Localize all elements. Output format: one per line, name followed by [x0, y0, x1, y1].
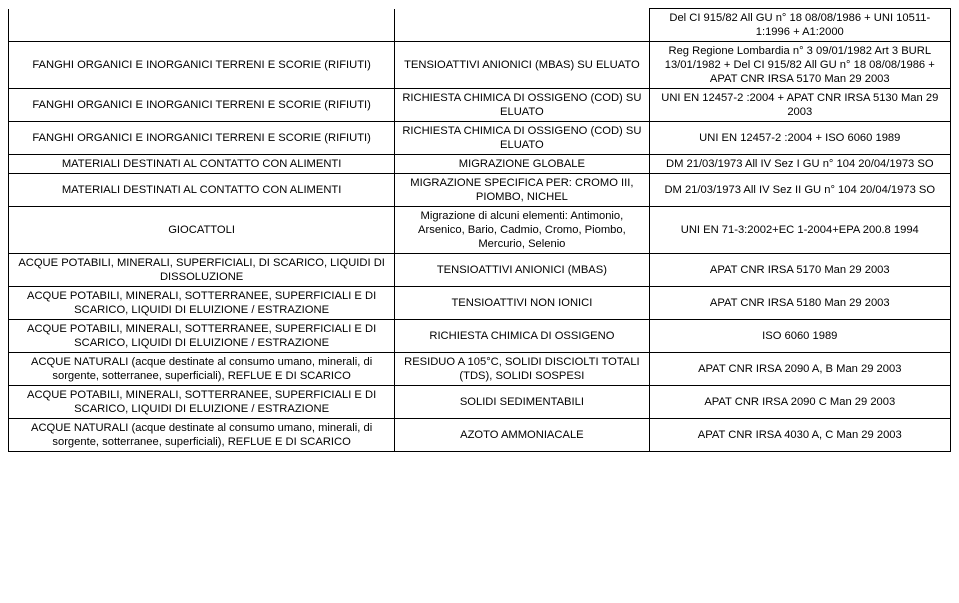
- cell: UNI EN 12457-2 :2004 + ISO 6060 1989: [649, 122, 950, 155]
- cell: FANGHI ORGANICI E INORGANICI TERRENI E S…: [9, 42, 395, 89]
- cell: Reg Regione Lombardia n° 3 09/01/1982 Ar…: [649, 42, 950, 89]
- cell: RICHIESTA CHIMICA DI OSSIGENO (COD) SU E…: [395, 89, 649, 122]
- cell: ACQUE POTABILI, MINERALI, SUPERFICIALI, …: [9, 254, 395, 287]
- cell: Del CI 915/82 All GU n° 18 08/08/1986 + …: [649, 9, 950, 42]
- table-row: ACQUE POTABILI, MINERALI, SOTTERRANEE, S…: [9, 287, 951, 320]
- table-row: Del CI 915/82 All GU n° 18 08/08/1986 + …: [9, 9, 951, 42]
- table-row: ACQUE POTABILI, MINERALI, SUPERFICIALI, …: [9, 254, 951, 287]
- cell: [9, 9, 395, 42]
- cell: ACQUE POTABILI, MINERALI, SOTTERRANEE, S…: [9, 320, 395, 353]
- cell: APAT CNR IRSA 2090 C Man 29 2003: [649, 386, 950, 419]
- cell: APAT CNR IRSA 2090 A, B Man 29 2003: [649, 353, 950, 386]
- cell: [395, 9, 649, 42]
- cell: TENSIOATTIVI NON IONICI: [395, 287, 649, 320]
- cell: ACQUE NATURALI (acque destinate al consu…: [9, 419, 395, 452]
- table-row: FANGHI ORGANICI E INORGANICI TERRENI E S…: [9, 122, 951, 155]
- cell: MIGRAZIONE SPECIFICA PER: CROMO III, PIO…: [395, 174, 649, 207]
- cell: UNI EN 12457-2 :2004 + APAT CNR IRSA 513…: [649, 89, 950, 122]
- table-row: GIOCATTOLIMigrazione di alcuni elementi:…: [9, 207, 951, 254]
- cell: APAT CNR IRSA 4030 A, C Man 29 2003: [649, 419, 950, 452]
- cell: MATERIALI DESTINATI AL CONTATTO CON ALIM…: [9, 174, 395, 207]
- cell: RICHIESTA CHIMICA DI OSSIGENO: [395, 320, 649, 353]
- cell: GIOCATTOLI: [9, 207, 395, 254]
- table-row: MATERIALI DESTINATI AL CONTATTO CON ALIM…: [9, 174, 951, 207]
- cell: APAT CNR IRSA 5180 Man 29 2003: [649, 287, 950, 320]
- cell: UNI EN 71-3:2002+EC 1-2004+EPA 200.8 199…: [649, 207, 950, 254]
- cell: DM 21/03/1973 All IV Sez II GU n° 104 20…: [649, 174, 950, 207]
- cell: ACQUE POTABILI, MINERALI, SOTTERRANEE, S…: [9, 287, 395, 320]
- cell: RESIDUO A 105°C, SOLIDI DISCIOLTI TOTALI…: [395, 353, 649, 386]
- cell: AZOTO AMMONIACALE: [395, 419, 649, 452]
- table-row: FANGHI ORGANICI E INORGANICI TERRENI E S…: [9, 42, 951, 89]
- table-row: ACQUE POTABILI, MINERALI, SOTTERRANEE, S…: [9, 320, 951, 353]
- table-row: MATERIALI DESTINATI AL CONTATTO CON ALIM…: [9, 155, 951, 174]
- cell: MATERIALI DESTINATI AL CONTATTO CON ALIM…: [9, 155, 395, 174]
- cell: ACQUE POTABILI, MINERALI, SOTTERRANEE, S…: [9, 386, 395, 419]
- cell: MIGRAZIONE GLOBALE: [395, 155, 649, 174]
- cell: TENSIOATTIVI ANIONICI (MBAS): [395, 254, 649, 287]
- cell: ISO 6060 1989: [649, 320, 950, 353]
- cell: ACQUE NATURALI (acque destinate al consu…: [9, 353, 395, 386]
- data-table: Del CI 915/82 All GU n° 18 08/08/1986 + …: [8, 8, 951, 452]
- cell: FANGHI ORGANICI E INORGANICI TERRENI E S…: [9, 122, 395, 155]
- table-row: ACQUE POTABILI, MINERALI, SOTTERRANEE, S…: [9, 386, 951, 419]
- cell: DM 21/03/1973 All IV Sez I GU n° 104 20/…: [649, 155, 950, 174]
- table-row: ACQUE NATURALI (acque destinate al consu…: [9, 419, 951, 452]
- cell: Migrazione di alcuni elementi: Antimonio…: [395, 207, 649, 254]
- cell: APAT CNR IRSA 5170 Man 29 2003: [649, 254, 950, 287]
- cell: RICHIESTA CHIMICA DI OSSIGENO (COD) SU E…: [395, 122, 649, 155]
- cell: FANGHI ORGANICI E INORGANICI TERRENI E S…: [9, 89, 395, 122]
- cell: SOLIDI SEDIMENTABILI: [395, 386, 649, 419]
- table-row: ACQUE NATURALI (acque destinate al consu…: [9, 353, 951, 386]
- cell: TENSIOATTIVI ANIONICI (MBAS) SU ELUATO: [395, 42, 649, 89]
- table-row: FANGHI ORGANICI E INORGANICI TERRENI E S…: [9, 89, 951, 122]
